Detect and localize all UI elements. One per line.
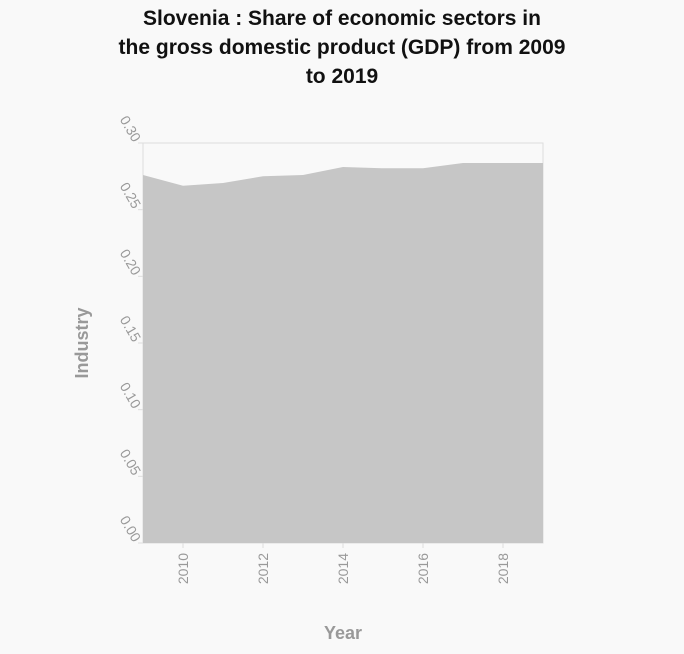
x-tick-label: 2018 xyxy=(495,553,511,584)
y-axis: 0.00 0.05 0.10 0.15 0.20 0.25 0.30 xyxy=(117,113,145,545)
y-tick-label: 0.30 xyxy=(117,113,145,145)
x-axis-title: Year xyxy=(324,623,362,643)
x-tick-label: 2016 xyxy=(415,553,431,584)
y-tick-label: 0.10 xyxy=(117,380,145,412)
x-tick-label: 2014 xyxy=(335,553,351,584)
x-tick-label: 2010 xyxy=(175,553,191,584)
y-tick-label: 0.00 xyxy=(117,513,145,545)
x-axis: 2010 2012 2014 2016 2018 xyxy=(175,543,511,584)
chart-title-line-2: the gross domestic product (GDP) from 20… xyxy=(118,36,566,59)
y-axis-title: Industry xyxy=(72,307,92,378)
y-tick-label: 0.05 xyxy=(117,446,145,478)
y-tick-label: 0.15 xyxy=(117,313,145,345)
chart-title-line-3: to 2019 xyxy=(305,65,379,88)
y-tick-label: 0.25 xyxy=(117,180,145,212)
area-layer xyxy=(143,163,543,543)
x-tick-label: 2012 xyxy=(255,553,271,584)
chart-title-line-1: Slovenia : Share of economic sectors in xyxy=(143,7,541,30)
chart-title: Slovenia : Share of economic sectors in … xyxy=(0,4,684,91)
y-tick-label: 0.20 xyxy=(117,246,145,278)
industry-area xyxy=(143,163,543,543)
